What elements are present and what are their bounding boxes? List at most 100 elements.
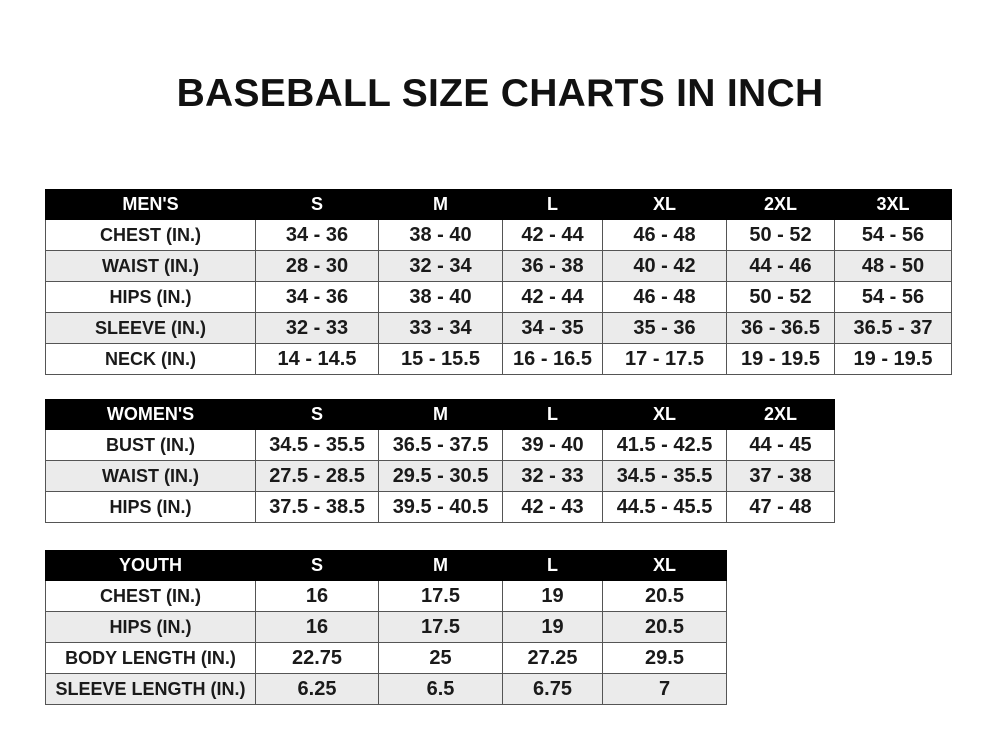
size-value: 19 [502,611,603,643]
size-value: 42 - 43 [502,491,603,523]
size-value: 41.5 - 42.5 [602,429,727,461]
measurement-label: SLEEVE LENGTH (IN.) [45,673,256,705]
table-row: NECK (IN.) 14 - 14.5 15 - 15.5 16 - 16.5 17 … [45,343,952,375]
size-header: S [255,189,379,220]
size-value: 50 - 52 [726,281,835,313]
size-header: M [378,550,503,581]
size-value: 16 [255,580,379,612]
size-value: 19 [502,580,603,612]
size-value: 6.25 [255,673,379,705]
size-value: 20.5 [602,580,727,612]
size-header: L [502,550,603,581]
size-value: 39.5 - 40.5 [378,491,503,523]
size-value: 46 - 48 [602,219,727,251]
measurement-label: HIPS (IN.) [45,611,256,643]
womens-size-table: WOMEN'S S M L XL 2XL BUST (IN.) 34.5 - 35.5 36.5… [45,399,835,523]
measurement-label: CHEST (IN.) [45,219,256,251]
size-value: 38 - 40 [378,281,503,313]
size-value: 42 - 44 [502,281,603,313]
size-value: 19 - 19.5 [726,343,835,375]
table-row: SLEEVE LENGTH (IN.) 6.25 6.5 6.75 7 [45,673,727,705]
header-row: WOMEN'S S M L XL 2XL [45,399,835,430]
size-value: 15 - 15.5 [378,343,503,375]
size-value: 7 [602,673,727,705]
size-header: XL [602,550,727,581]
size-value: 47 - 48 [726,491,835,523]
size-value: 40 - 42 [602,250,727,282]
size-header: L [502,189,603,220]
size-value: 17.5 [378,611,503,643]
size-value: 46 - 48 [602,281,727,313]
size-value: 42 - 44 [502,219,603,251]
size-value: 17 - 17.5 [602,343,727,375]
measurement-label: CHEST (IN.) [45,580,256,612]
table-row: WAIST (IN.) 27.5 - 28.5 29.5 - 30.5 32 - 33… [45,460,835,492]
size-value: 38 - 40 [378,219,503,251]
table-row: CHEST (IN.) 34 - 36 38 - 40 42 - 44 46 - 48 5… [45,219,952,251]
size-value: 34 - 36 [255,281,379,313]
measurement-label: HIPS (IN.) [45,281,256,313]
size-value: 36 - 38 [502,250,603,282]
size-header: M [378,399,503,430]
size-value: 19 - 19.5 [834,343,952,375]
measurement-label: WAIST (IN.) [45,250,256,282]
size-value: 16 [255,611,379,643]
size-value: 54 - 56 [834,281,952,313]
size-header: 2XL [726,189,835,220]
size-value: 32 - 33 [502,460,603,492]
size-value: 32 - 33 [255,312,379,344]
table-row: HIPS (IN.) 16 17.5 19 20.5 [45,611,727,643]
size-value: 6.75 [502,673,603,705]
page-title: BASEBALL SIZE CHARTS IN INCH [176,72,824,115]
size-value: 34 - 35 [502,312,603,344]
size-header: 2XL [726,399,835,430]
table-row: HIPS (IN.) 37.5 - 38.5 39.5 - 40.5 42 - 43 4… [45,491,835,523]
size-value: 28 - 30 [255,250,379,282]
size-value: 54 - 56 [834,219,952,251]
measurement-label: NECK (IN.) [45,343,256,375]
size-value: 36.5 - 37 [834,312,952,344]
size-value: 25 [378,642,503,674]
size-value: 22.75 [255,642,379,674]
size-header: XL [602,399,727,430]
table-row: CHEST (IN.) 16 17.5 19 20.5 [45,580,727,612]
size-value: 36.5 - 37.5 [378,429,503,461]
size-header: M [378,189,503,220]
size-value: 44 - 45 [726,429,835,461]
table-row: SLEEVE (IN.) 32 - 33 33 - 34 34 - 35 35 - 36… [45,312,952,344]
size-value: 50 - 52 [726,219,835,251]
table-row: WAIST (IN.) 28 - 30 32 - 34 36 - 38 40 - 42 4… [45,250,952,282]
measurement-label: BUST (IN.) [45,429,256,461]
size-value: 48 - 50 [834,250,952,282]
size-value: 16 - 16.5 [502,343,603,375]
table-row: BUST (IN.) 34.5 - 35.5 36.5 - 37.5 39 - 40 4… [45,429,835,461]
size-value: 20.5 [602,611,727,643]
category-header: MEN'S [45,189,256,220]
size-value: 29.5 [602,642,727,674]
size-header: S [255,550,379,581]
youth-size-table: YOUTH S M L XL CHEST (IN.) 16 17.5 19 20.5 HIPS (I… [45,550,727,705]
table-row: BODY LENGTH (IN.) 22.75 25 27.25 29.5 [45,642,727,674]
size-value: 35 - 36 [602,312,727,344]
size-value: 37 - 38 [726,460,835,492]
size-value: 32 - 34 [378,250,503,282]
category-header: YOUTH [45,550,256,581]
measurement-label: BODY LENGTH (IN.) [45,642,256,674]
size-value: 6.5 [378,673,503,705]
size-value: 37.5 - 38.5 [255,491,379,523]
size-header: XL [602,189,727,220]
measurement-label: HIPS (IN.) [45,491,256,523]
size-value: 34.5 - 35.5 [602,460,727,492]
size-value: 34 - 36 [255,219,379,251]
header-row: MEN'S S M L XL 2XL 3XL [45,189,952,220]
size-value: 44 - 46 [726,250,835,282]
size-header: L [502,399,603,430]
size-value: 44.5 - 45.5 [602,491,727,523]
size-value: 33 - 34 [378,312,503,344]
table-row: HIPS (IN.) 34 - 36 38 - 40 42 - 44 46 - 48 50… [45,281,952,313]
measurement-label: WAIST (IN.) [45,460,256,492]
size-header: 3XL [834,189,952,220]
size-value: 27.5 - 28.5 [255,460,379,492]
size-value: 39 - 40 [502,429,603,461]
size-header: S [255,399,379,430]
